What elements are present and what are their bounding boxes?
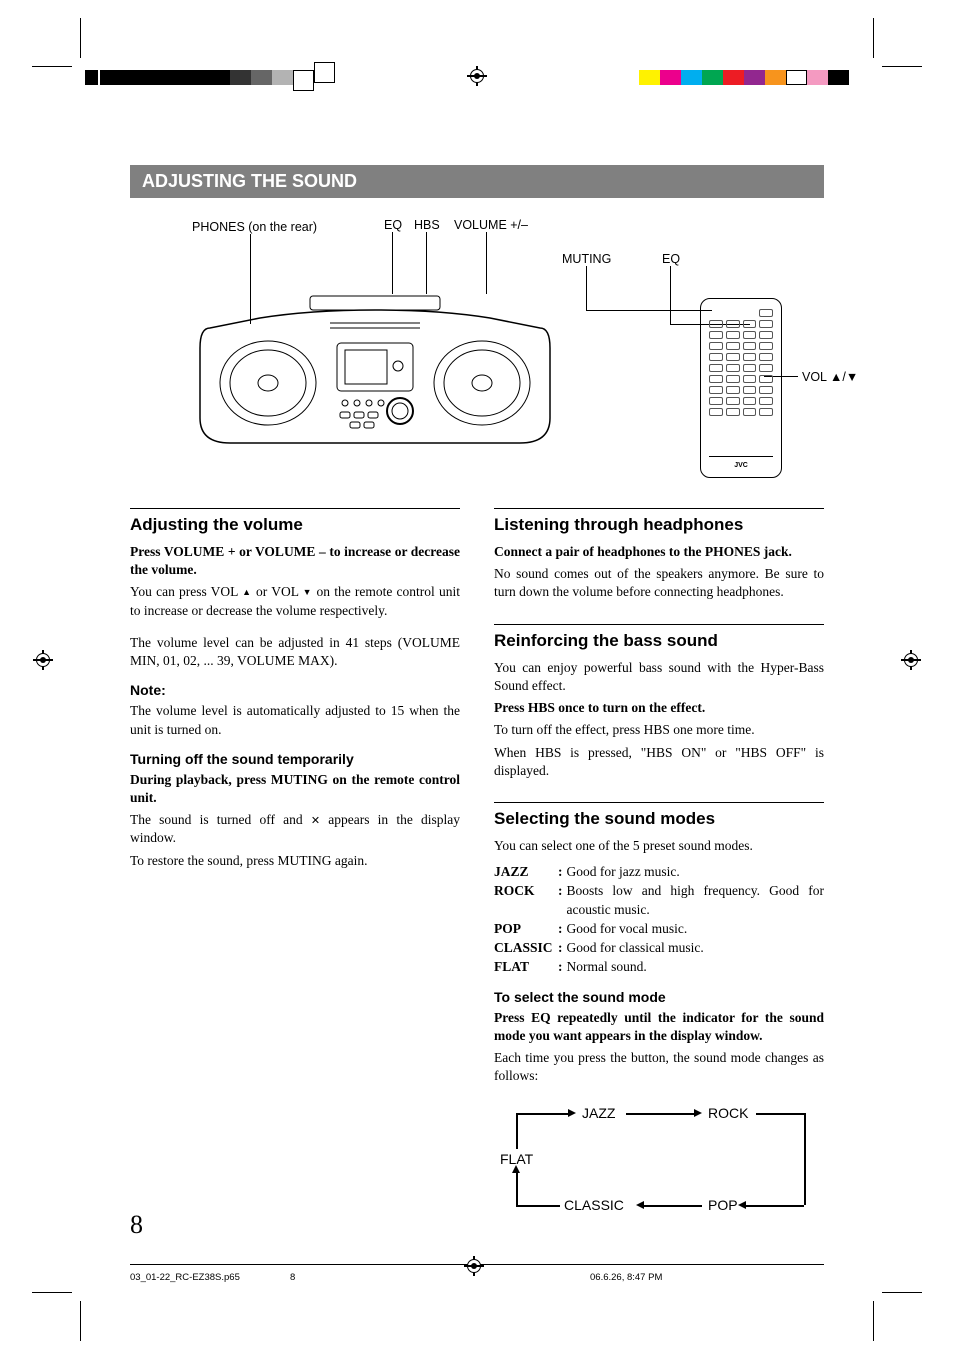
mode-row-rock: ROCK:Boosts low and high frequency. Good… bbox=[494, 882, 824, 920]
mode-row-classic: CLASSIC:Good for classical music. bbox=[494, 939, 824, 958]
text-modes-intro: You can select one of the 5 preset sound… bbox=[494, 837, 824, 855]
footer-page: 8 bbox=[290, 1272, 295, 1283]
mode-row-flat: FLAT:Normal sound. bbox=[494, 958, 824, 977]
cycle-jazz: JAZZ bbox=[582, 1105, 615, 1121]
reg-outline-box bbox=[293, 70, 314, 91]
triangle-up-icon: ▲ bbox=[242, 587, 252, 597]
text-volume-instruction: Press VOLUME + or VOLUME – to increase o… bbox=[130, 543, 460, 579]
heading-headphones: Listening through headphones bbox=[494, 515, 824, 535]
sound-mode-cycle-diagram: JAZZ ROCK FLAT CLASSIC POP bbox=[494, 1101, 824, 1221]
crop-mark-bl bbox=[32, 1291, 82, 1341]
label-volume: VOLUME +/– bbox=[454, 218, 528, 232]
text-select-cycle: Each time you press the button, the soun… bbox=[494, 1049, 824, 1085]
cycle-classic: CLASSIC bbox=[564, 1197, 624, 1213]
mode-row-jazz: JAZZ:Good for jazz music. bbox=[494, 863, 824, 882]
target-mark-right bbox=[901, 650, 921, 670]
reg-black-strip bbox=[85, 70, 98, 85]
section-header: ADJUSTING THE SOUND bbox=[130, 165, 824, 198]
page-content: ADJUSTING THE SOUND PHONES (on the rear)… bbox=[130, 165, 824, 1221]
footer-datetime: 06.6.26, 8:47 PM bbox=[590, 1272, 662, 1283]
label-remote-eq: EQ bbox=[662, 252, 680, 266]
label-muting: MUTING bbox=[562, 252, 611, 266]
target-mark-top bbox=[467, 66, 487, 86]
boombox-illustration bbox=[190, 288, 560, 458]
text-headphones-note: No sound comes out of the speakers anymo… bbox=[494, 565, 824, 601]
text-volume-steps: The volume level can be adjusted in 41 s… bbox=[130, 634, 460, 670]
label-phones: PHONES (on the rear) bbox=[192, 220, 317, 234]
text-note: The volume level is automatically adjust… bbox=[130, 702, 460, 738]
target-mark-left bbox=[33, 650, 53, 670]
label-vol-updown: VOL ▲/▼ bbox=[802, 370, 858, 384]
note-label: Note: bbox=[130, 682, 460, 698]
content-columns: Adjusting the volume Press VOLUME + or V… bbox=[130, 508, 824, 1221]
heading-adjust-volume: Adjusting the volume bbox=[130, 515, 460, 535]
text-headphones-instruction: Connect a pair of headphones to the PHON… bbox=[494, 543, 824, 561]
page-number: 8 bbox=[130, 1210, 143, 1240]
leader-line bbox=[670, 266, 671, 324]
text-bass-intro: You can enjoy powerful bass sound with t… bbox=[494, 659, 824, 695]
reg-black-blocks bbox=[100, 70, 230, 85]
text-remote-volume: You can press VOL ▲ or VOL ▼ on the remo… bbox=[130, 583, 460, 619]
text-muting-instruction: During playback, press MUTING on the rem… bbox=[130, 771, 460, 807]
crop-mark-tr bbox=[872, 18, 922, 68]
mute-icon: ✕ bbox=[311, 815, 320, 827]
remote-illustration: JVC bbox=[700, 298, 782, 478]
heading-select-mode: To select the sound mode bbox=[494, 989, 824, 1005]
target-mark-bottom bbox=[464, 1256, 484, 1276]
text-muting-result: The sound is turned off and ✕ appears in… bbox=[130, 811, 460, 847]
crop-mark-br bbox=[872, 1291, 922, 1341]
text-hbs-instruction: Press HBS once to turn on the effect. bbox=[494, 699, 824, 717]
crop-mark-tl bbox=[32, 18, 82, 68]
left-column: Adjusting the volume Press VOLUME + or V… bbox=[130, 508, 460, 1221]
heading-turnoff: Turning off the sound temporarily bbox=[130, 751, 460, 767]
right-column: Listening through headphones Connect a p… bbox=[494, 508, 824, 1221]
leader-line bbox=[586, 266, 587, 310]
heading-sound-modes: Selecting the sound modes bbox=[494, 809, 824, 829]
text-hbs-display: When HBS is pressed, "HBS ON" or "HBS OF… bbox=[494, 744, 824, 780]
reg-gray-blocks bbox=[230, 70, 293, 85]
sound-modes-list: JAZZ:Good for jazz music. ROCK:Boosts lo… bbox=[494, 863, 824, 976]
leader-line bbox=[426, 232, 427, 294]
label-hbs: HBS bbox=[414, 218, 440, 232]
product-diagram: PHONES (on the rear) EQ HBS VOLUME +/– M… bbox=[130, 220, 824, 480]
cycle-pop: POP bbox=[708, 1197, 738, 1213]
leader-line bbox=[586, 310, 712, 311]
reg-outline-box-2 bbox=[314, 62, 335, 83]
leader-line bbox=[486, 232, 487, 294]
mode-row-pop: POP:Good for vocal music. bbox=[494, 920, 824, 939]
registration-marks-top bbox=[0, 58, 954, 88]
label-eq: EQ bbox=[384, 218, 402, 232]
leader-line bbox=[392, 232, 393, 294]
text-muting-restore: To restore the sound, press MUTING again… bbox=[130, 852, 460, 870]
triangle-down-icon: ▼ bbox=[303, 587, 313, 597]
footer-filename: 03_01-22_RC-EZ38S.p65 bbox=[130, 1272, 240, 1283]
text-select-instruction: Press EQ repeatedly until the indicator … bbox=[494, 1009, 824, 1045]
cycle-rock: ROCK bbox=[708, 1105, 748, 1121]
reg-color-blocks bbox=[639, 70, 849, 85]
remote-logo: JVC bbox=[701, 462, 781, 469]
heading-bass: Reinforcing the bass sound bbox=[494, 631, 824, 651]
text-hbs-off: To turn off the effect, press HBS one mo… bbox=[494, 721, 824, 739]
